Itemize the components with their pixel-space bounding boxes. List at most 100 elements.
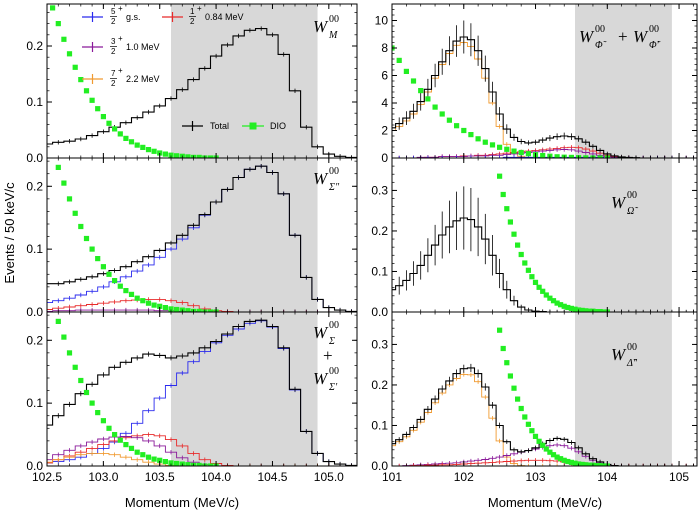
legend-s084-den: 2: [190, 17, 195, 26]
series-dio-point: [525, 151, 531, 157]
series-dio-point: [72, 64, 78, 70]
series-dio-point: [561, 457, 567, 463]
series-dio-point: [140, 298, 146, 304]
panel-label-R1-main: W: [579, 27, 595, 46]
panel-label-L2-sup: 00: [329, 166, 339, 177]
series-dio-point: [593, 309, 600, 312]
series-dio-point: [78, 377, 84, 384]
series-dio-point: [61, 36, 67, 42]
legend-s22-den: 2: [111, 79, 116, 88]
series-dio-point: [140, 144, 146, 150]
series-dio-point: [106, 120, 112, 126]
series-dio-point: [72, 210, 78, 216]
series-dio-point: [532, 433, 539, 439]
x-tick-label: 102: [454, 470, 474, 484]
panel-label-L3-sub2: Σ′: [328, 382, 338, 393]
series-dio-point: [72, 364, 78, 370]
y-tick-label: 0.0: [26, 459, 43, 473]
legend-item-gs: 5 2 + g.s.: [82, 4, 141, 26]
series-dio-point: [123, 135, 129, 141]
series-dio-point: [504, 360, 510, 366]
series-dio-point: [66, 350, 73, 356]
series-dio-point: [572, 306, 578, 312]
panel-label-R1-main2: W: [633, 27, 649, 46]
series-dio-point: [89, 400, 95, 406]
panel-R2: 0.0 0.1 0.2 0.3: [371, 157, 698, 319]
x-tick-label: 103.5: [145, 470, 175, 484]
series-dio-point: [468, 132, 474, 138]
panel-L1: 0.0 0.1 0.2: [26, 3, 358, 165]
series-total-line: [47, 28, 357, 158]
series-dio-point: [196, 308, 202, 312]
panel-label-R1-sub: Φ̃: [595, 40, 607, 51]
signal-window-shade: [575, 158, 672, 312]
series-dio-point: [128, 445, 135, 451]
series-dio-point: [145, 300, 152, 306]
series-dio-point: [525, 267, 531, 273]
series-dio-point: [140, 452, 146, 458]
panel-label-R1-sub2: Φ̃′: [649, 40, 661, 51]
series-dio-point: [497, 327, 503, 333]
legend-s10-sup: +: [118, 34, 123, 43]
series-dio-point: [511, 148, 517, 154]
plot-area-L1: [47, 5, 357, 158]
x-tick-label: 105.0: [314, 470, 344, 484]
y-tick-label: 0.1: [371, 418, 388, 432]
series-dio-point: [543, 446, 549, 452]
legend-gs-den: 2: [111, 17, 116, 26]
series-dio-point: [123, 442, 129, 448]
legend-dio-text: DIO: [270, 121, 286, 131]
series-dio-point: [515, 242, 521, 248]
y-tick-label: 0.2: [26, 333, 43, 347]
legend-s10-den: 2: [111, 47, 116, 56]
series-dio-point: [529, 428, 535, 434]
y-tick-label: 6: [381, 69, 388, 83]
series-total-line: [392, 36, 697, 158]
panel-label-L1: W 00 M: [313, 14, 339, 41]
legend-s22-sup: +: [118, 66, 123, 75]
series-dio-point: [540, 288, 546, 294]
series-dio-point: [66, 196, 73, 202]
series-dio-point: [583, 462, 589, 466]
panel-label-R1: W 00 Φ̃ + W 00 Φ̃′: [579, 24, 661, 51]
panel-label-L2-sub: Σ″: [328, 182, 340, 193]
series-dio-point: [50, 5, 56, 11]
series-dio-point: [151, 148, 157, 154]
series-dio-point: [162, 305, 168, 311]
y-tick-label: 0.1: [26, 242, 43, 256]
panel-label-L3-sup: 00: [329, 320, 339, 331]
y-tick-label: 0.2: [26, 179, 43, 193]
series-dio-point: [500, 345, 506, 352]
legend-gs-num: 5: [111, 7, 116, 16]
x-axis-label-left: Momentum (MeV/c): [125, 495, 239, 510]
panel-label-R1-sup2: 00: [649, 24, 659, 35]
panel-L2: 0.0 0.1 0.2: [26, 157, 358, 319]
series-dio-point: [128, 291, 135, 297]
panel-label-L3-sup2: 00: [329, 366, 339, 377]
panel-L3: 0.0 0.1 0.2 102.5 103.0 103.5 104.0 104.5 105.0: [26, 311, 358, 484]
series-dio-point: [55, 164, 61, 170]
series-dio-point: [554, 300, 560, 306]
panel-label-L3-plus: +: [323, 346, 333, 365]
x-tick-label: 103.0: [88, 470, 118, 484]
y-tick-label: 8: [381, 41, 388, 55]
series-dio-point: [561, 303, 567, 309]
panel-frame: [391, 311, 698, 467]
y-tick-label: 0.3: [371, 337, 388, 351]
y-tick-label: 0.1: [371, 264, 388, 278]
series-dio-point: [511, 385, 517, 391]
series-s10-line: [47, 436, 357, 466]
y-tick-label: 0.1: [26, 396, 43, 410]
series-dio-point: [601, 309, 607, 312]
panel-label-L3: W 00 Σ + W 00 Σ′: [313, 320, 339, 393]
series-dio-point: [185, 462, 191, 466]
series-dio-point: [168, 460, 174, 466]
y-tick-label: 0.0: [26, 151, 43, 165]
signal-window-shade: [171, 4, 318, 158]
series-dio-point: [134, 142, 140, 148]
y-tick-label: 0.2: [26, 39, 43, 53]
series-dio-point: [134, 295, 140, 301]
series-dio-point: [207, 309, 214, 312]
panel-label-L3-main2: W: [313, 369, 329, 388]
